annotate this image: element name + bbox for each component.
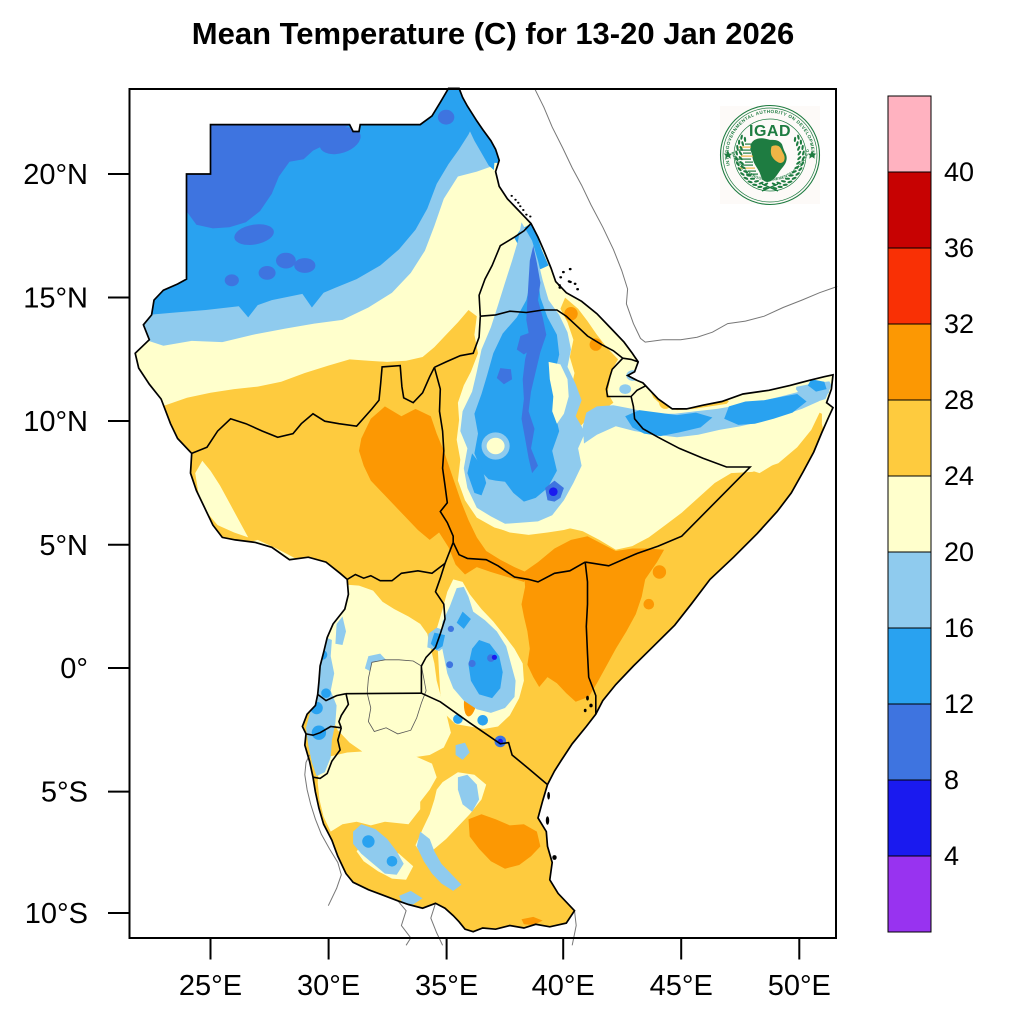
svg-text:5°N: 5°N: [39, 530, 88, 562]
svg-text:Mean Temperature (C) for 13-20: Mean Temperature (C) for 13-20 Jan 2026: [192, 16, 794, 51]
svg-text:45°E: 45°E: [650, 970, 713, 1002]
svg-text:50°E: 50°E: [768, 970, 831, 1002]
svg-text:4: 4: [944, 841, 959, 871]
svg-text:40°E: 40°E: [532, 970, 595, 1002]
svg-text:35°E: 35°E: [415, 970, 478, 1002]
svg-text:24: 24: [944, 461, 974, 491]
svg-text:16: 16: [944, 613, 974, 643]
svg-text:20°N: 20°N: [23, 159, 88, 191]
svg-text:20: 20: [944, 537, 974, 567]
svg-text:5°S: 5°S: [41, 777, 88, 809]
svg-text:25°E: 25°E: [179, 970, 242, 1002]
svg-text:30°E: 30°E: [297, 970, 360, 1002]
svg-text:10°S: 10°S: [25, 898, 88, 930]
svg-text:15°N: 15°N: [23, 283, 88, 315]
svg-text:IGAD: IGAD: [749, 123, 791, 140]
svg-text:0°: 0°: [60, 653, 88, 685]
svg-text:8: 8: [944, 765, 959, 795]
svg-text:36: 36: [944, 233, 974, 263]
svg-text:28: 28: [944, 385, 974, 415]
svg-text:12: 12: [944, 689, 974, 719]
svg-text:32: 32: [944, 309, 974, 339]
svg-text:40: 40: [944, 157, 974, 187]
svg-text:10°N: 10°N: [23, 406, 88, 438]
